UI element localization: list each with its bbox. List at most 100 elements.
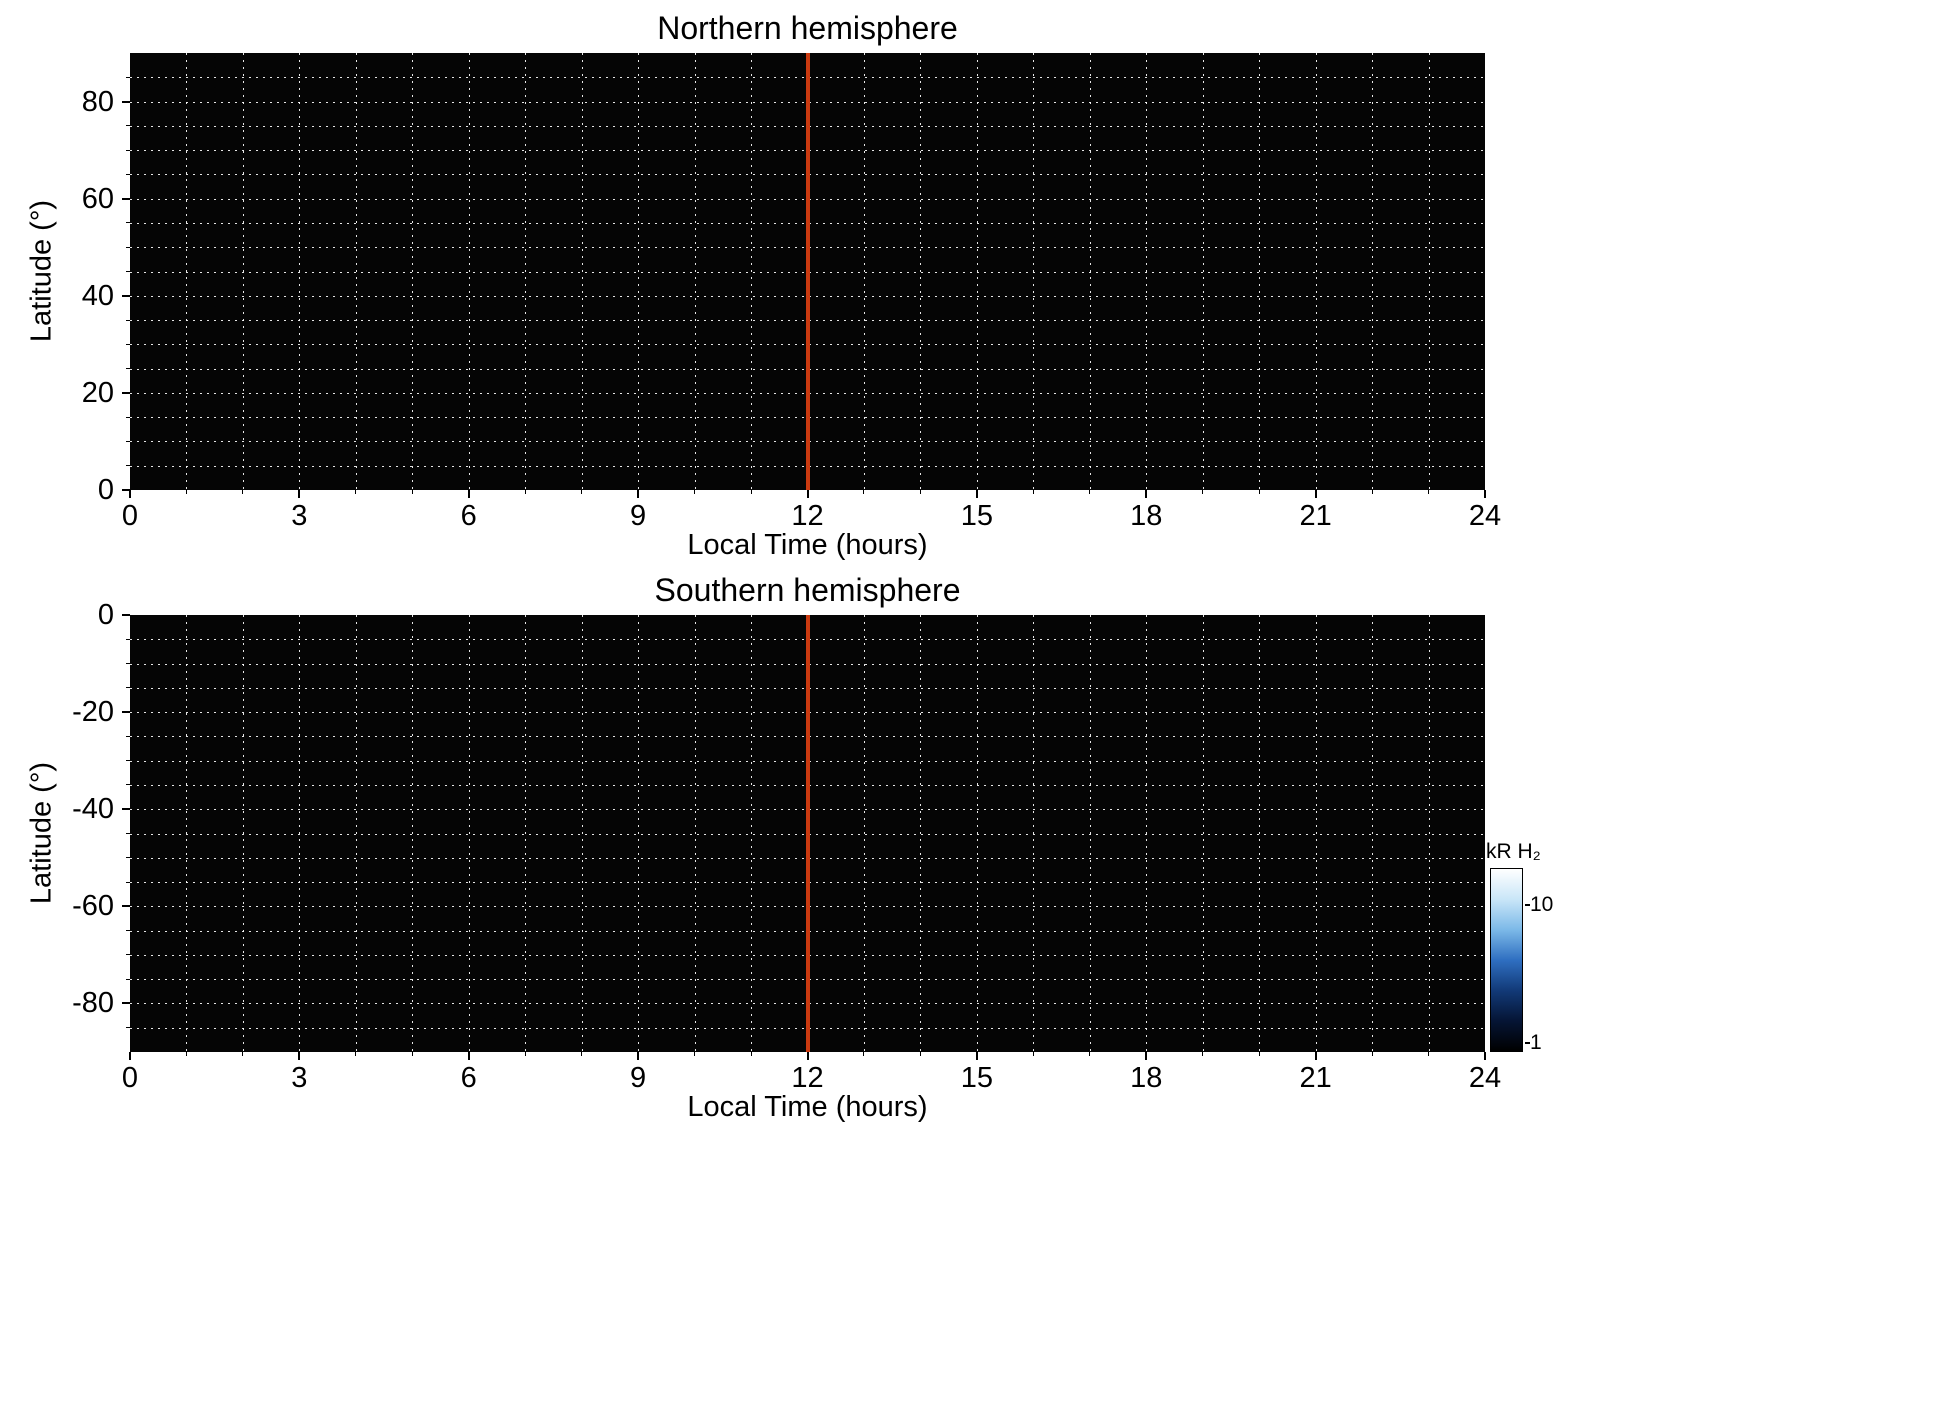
y-tick-label: 60 — [81, 182, 114, 215]
x-axis-label-north: Local Time (hours) — [687, 529, 928, 561]
y-minor-tick — [126, 416, 130, 418]
x-minor-tick — [919, 490, 921, 494]
x-tick-label: 9 — [630, 500, 647, 532]
x-major-tick — [129, 490, 131, 498]
colorbar-tick — [1525, 1041, 1530, 1044]
x-tick-label: 21 — [1299, 1062, 1332, 1094]
y-minor-tick — [126, 857, 130, 859]
x-major-tick — [975, 490, 978, 498]
y-minor-tick — [126, 76, 130, 78]
x-major-tick — [1314, 490, 1317, 498]
x-minor-tick — [694, 1052, 696, 1056]
x-minor-tick — [1032, 490, 1034, 494]
x-major-tick — [637, 1052, 640, 1060]
y-major-tick — [122, 294, 130, 297]
plot-area-north — [130, 53, 1485, 490]
x-axis-label-south: Local Time (hours) — [687, 1091, 928, 1123]
x-major-tick — [1145, 1052, 1148, 1060]
y-minor-tick — [126, 271, 130, 272]
y-major-tick — [122, 905, 130, 908]
x-minor-tick — [411, 1052, 413, 1056]
x-minor-tick — [581, 1052, 583, 1056]
y-minor-tick — [126, 978, 130, 980]
chart-title-north: Northern hemisphere — [657, 10, 958, 46]
colorbar-gradient — [1490, 868, 1523, 1052]
x-major-tick — [975, 1052, 978, 1060]
x-minor-tick — [919, 1052, 921, 1056]
northern-hemisphere-chart: Northern hemisphere Latitude (°) Local T… — [0, 0, 1950, 562]
y-minor-tick — [126, 954, 130, 956]
colorbar-tick — [1525, 903, 1530, 906]
y-tick-label: 0 — [97, 599, 114, 631]
x-minor-tick — [1371, 1052, 1373, 1056]
y-minor-tick — [126, 1027, 130, 1029]
x-major-tick — [806, 1052, 809, 1060]
southern-hemisphere-chart: Southern hemisphere Latitude (°) Local T… — [0, 562, 1950, 1123]
plot-area-south — [130, 615, 1485, 1052]
x-minor-tick — [750, 490, 752, 494]
x-major-tick — [298, 1052, 301, 1060]
x-minor-tick — [694, 490, 696, 494]
y-axis-label-north: Latitude (°) — [25, 199, 58, 343]
x-major-tick — [637, 490, 640, 498]
y-minor-tick — [126, 368, 130, 370]
y-tick-label: 0 — [97, 474, 114, 506]
y-tick-label: 80 — [81, 85, 114, 118]
x-major-tick — [1314, 1052, 1317, 1060]
x-minor-tick — [581, 490, 583, 494]
y-minor-tick — [126, 881, 130, 883]
x-tick-label: 0 — [121, 1062, 139, 1094]
y-minor-tick — [126, 638, 130, 640]
y-minor-tick — [126, 833, 130, 834]
x-tick-label: 6 — [460, 500, 477, 532]
x-tick-label: 12 — [791, 500, 824, 532]
noon-line — [805, 615, 810, 1052]
x-minor-tick — [242, 490, 244, 494]
x-major-tick — [298, 490, 301, 498]
y-major-tick — [122, 489, 130, 491]
x-major-tick — [467, 490, 470, 498]
y-minor-tick — [126, 319, 130, 321]
x-minor-tick — [1202, 490, 1204, 494]
y-minor-tick — [126, 173, 130, 175]
y-tick-label: -40 — [72, 793, 114, 826]
x-minor-tick — [524, 1052, 526, 1056]
y-minor-tick — [126, 663, 130, 665]
x-major-tick — [129, 1052, 131, 1060]
x-minor-tick — [1371, 490, 1373, 494]
y-minor-tick — [126, 440, 130, 442]
x-tick-label: 24 — [1468, 500, 1502, 532]
y-axis-label-south: Latitude (°) — [25, 761, 58, 905]
y-minor-tick — [126, 465, 130, 467]
y-tick-label: -60 — [72, 890, 114, 923]
x-minor-tick — [1202, 1052, 1204, 1056]
y-major-tick — [122, 614, 130, 616]
y-major-tick — [122, 100, 130, 103]
x-tick-label: 15 — [960, 500, 993, 532]
x-minor-tick — [1258, 1052, 1260, 1056]
x-major-tick — [1145, 490, 1148, 498]
y-minor-tick — [126, 246, 130, 248]
x-minor-tick — [355, 490, 357, 494]
x-major-tick — [1484, 1052, 1486, 1060]
x-minor-tick — [863, 490, 865, 494]
x-tick-label: 21 — [1299, 500, 1332, 532]
y-major-tick — [122, 711, 130, 714]
noon-line — [805, 53, 810, 490]
x-minor-tick — [411, 490, 413, 494]
y-tick-label: -20 — [72, 696, 114, 729]
x-tick-label: 9 — [630, 1062, 647, 1094]
chart-title-south: Southern hemisphere — [654, 572, 961, 608]
x-minor-tick — [1089, 1052, 1091, 1056]
y-minor-tick — [126, 687, 130, 689]
x-minor-tick — [1428, 1052, 1430, 1056]
x-tick-label: 3 — [291, 500, 308, 532]
x-minor-tick — [1258, 490, 1260, 494]
x-major-tick — [806, 490, 809, 498]
x-minor-tick — [1089, 490, 1091, 494]
y-major-tick — [122, 808, 130, 811]
y-minor-tick — [126, 125, 130, 127]
y-tick-label: 40 — [81, 279, 114, 312]
y-minor-tick — [126, 735, 130, 737]
